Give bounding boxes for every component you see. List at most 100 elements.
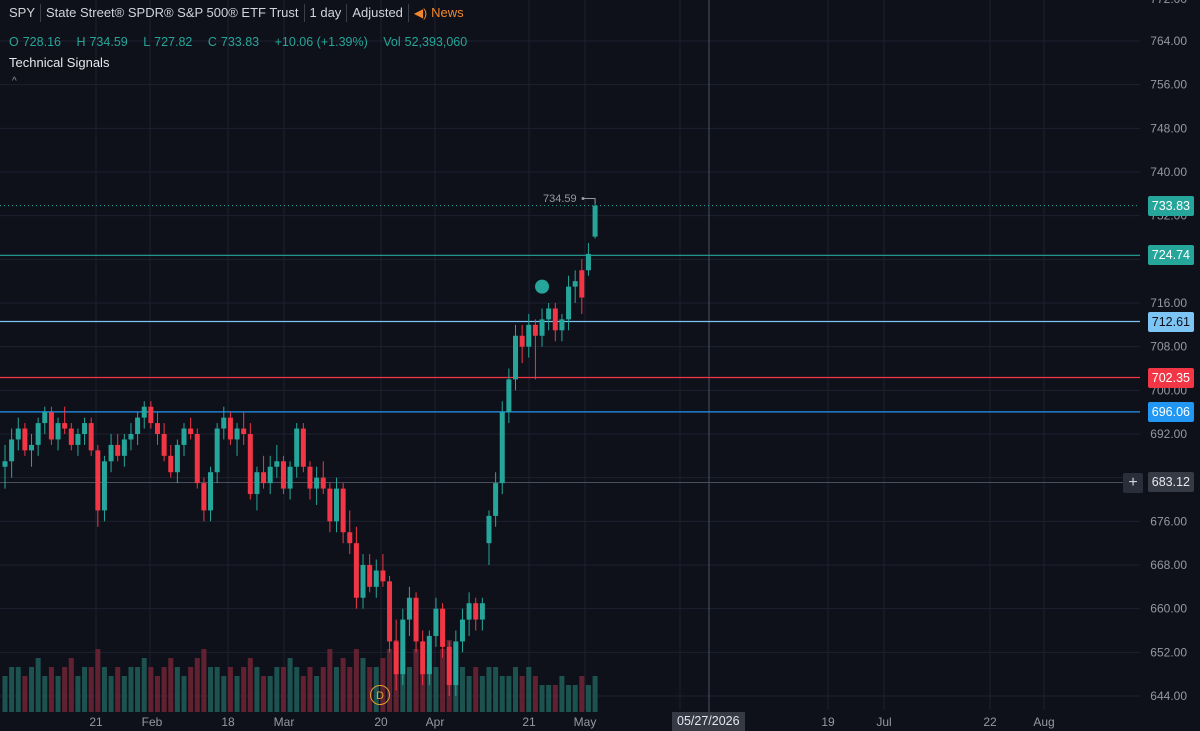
candle-body [353,543,359,598]
volume-bar [592,676,598,712]
volume-bar [307,667,313,712]
price-axis-label: 708.00 [1150,340,1187,354]
volume-bar [174,667,180,712]
ohlc-legend: O 728.16 H 734.59 L 727.82 C 733.83 +10.06 (… [9,35,471,49]
candle-body [367,565,373,587]
volume-bar [566,685,572,712]
price-axis-label: 764.00 [1150,34,1187,48]
candle-body [400,619,406,675]
indicator-title[interactable]: Technical Signals [9,55,110,70]
volume-bar [406,667,412,712]
price-axis-label: 676.00 [1150,514,1187,528]
volume-bar [9,667,15,712]
add-alert-button[interactable]: + [1123,473,1143,493]
candle-body [161,434,167,456]
candle-body [340,488,346,533]
candle-body [426,635,432,675]
candle-body [380,570,386,582]
candle-body [241,428,247,434]
candle-body [221,417,227,429]
signal-dot [535,279,550,294]
candle-body [314,477,320,489]
volume-bar [188,667,194,712]
candle-body [261,472,267,484]
volume-bar [75,676,81,712]
close-label: C [207,35,217,49]
candle-body [280,461,286,489]
volume-bar [387,649,393,712]
volume-bar [532,676,538,712]
time-axis-label: Feb [142,715,163,729]
candle-body [433,608,439,636]
volume-bar [62,667,68,712]
volume-bar [141,658,147,712]
volume-bar [101,667,107,712]
interval-selector[interactable]: 1 day [305,4,348,22]
volume-bar [347,667,353,712]
volume-bar [161,667,167,712]
candle-body [174,444,180,473]
candle-body [68,428,74,445]
volume-bar [221,676,227,712]
dividend-marker[interactable]: D [370,685,390,705]
candle-body [267,466,273,484]
adjusted-toggle[interactable]: Adjusted [347,4,409,22]
candle-body [194,434,200,484]
candle-body [154,423,160,434]
time-axis-label: 22 [983,715,997,729]
volume-bar [506,676,512,712]
volume-bar [2,676,8,712]
price-axis-label: 668.00 [1150,558,1187,572]
time-axis-label: Mar [274,715,295,729]
volume-bar [519,676,525,712]
price-tag: 696.06 [1147,401,1194,422]
candle-body [559,319,565,331]
change-value: +10.06 (+1.39%) [274,35,368,49]
volume-bar [300,676,306,712]
candle-body [135,417,141,434]
volume-bar [194,658,200,712]
candle-body [82,423,88,434]
volume-bar [413,649,419,712]
symbol-name[interactable]: State Street® SPDR® S&P 500® ETF Trust [41,4,305,22]
price-axis-label: 772.00 [1150,0,1187,6]
candle-body [579,270,585,298]
candle-body [287,466,293,489]
candle-body [526,324,532,347]
volume-bar [22,676,28,712]
candle-body [393,641,399,675]
candle-body [42,412,48,424]
candle-body [62,423,68,429]
volume-bar [546,685,552,712]
low-label: L [143,35,151,49]
symbol-ticker[interactable]: SPY [4,4,42,22]
volume-bar [95,649,101,712]
volume-bar [473,667,479,712]
candle-body [168,455,174,473]
candle-body [274,461,280,467]
candle-body [227,417,233,440]
volume-bar [466,676,472,712]
candle-body [88,423,94,451]
price-axis-label: 660.00 [1150,602,1187,616]
candle-body [499,412,505,484]
volume-bar [572,685,578,712]
volume-bar [353,649,359,712]
price-tag: 702.35 [1147,367,1194,388]
volume-bar [29,667,35,712]
collapse-icon[interactable]: ^ [12,76,17,87]
candle-body [247,434,253,495]
high-value: 734.59 [89,35,128,49]
candle-body [459,619,465,642]
volume-bar [334,667,339,712]
volume-bar [82,667,88,712]
volume-bar [227,667,233,712]
volume-bar [340,658,346,712]
volume-bar [254,667,260,712]
candle-body [519,335,525,347]
volume-bar [499,676,505,712]
news-button[interactable]: ◀) News [409,4,469,22]
candle-body [307,466,313,489]
candle-body [300,428,306,467]
